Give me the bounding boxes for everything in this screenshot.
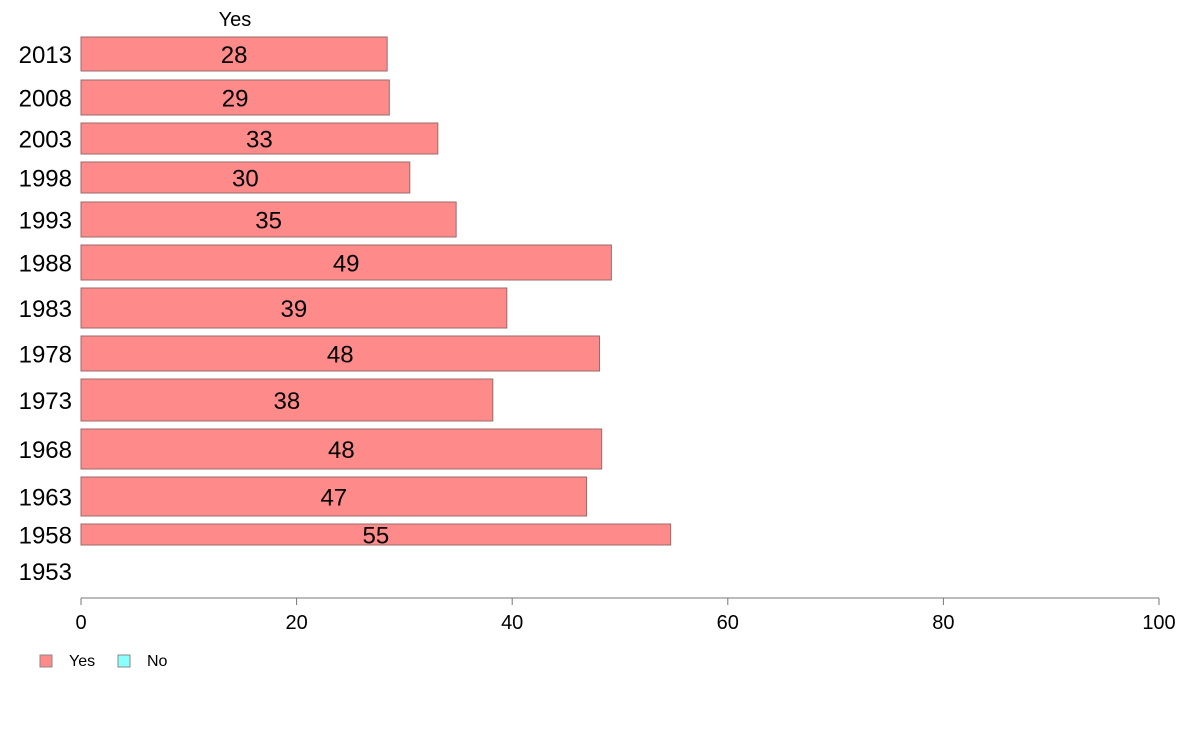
legend-swatch [39, 654, 53, 668]
bar-yes [80, 122, 439, 155]
legend-label: Yes [69, 653, 95, 670]
x-tick-label: 40 [501, 612, 523, 634]
bar-yes [80, 36, 388, 72]
x-tick-label: 100 [1142, 612, 1175, 634]
bar-yes [80, 523, 672, 546]
x-tick-label: 0 [75, 612, 86, 634]
category-label: 1973 [19, 388, 72, 415]
bar-yes [80, 201, 457, 238]
bar-value-label: 33 [246, 127, 273, 154]
category-label: 1958 [19, 523, 72, 550]
bar-yes [80, 378, 494, 422]
bar-value-label: 48 [328, 437, 355, 464]
bar-yes [80, 244, 612, 281]
x-tick-label: 80 [932, 612, 954, 634]
legend-swatch [117, 654, 131, 668]
legend: Yes No [39, 653, 168, 670]
bar-yes [80, 287, 508, 329]
category-label: 2013 [19, 42, 72, 69]
category-label: 1968 [19, 437, 72, 464]
x-axis: 0 20 40 60 80 100 [75, 597, 1176, 634]
bar-value-label: 39 [281, 296, 308, 323]
column-header: Yes [219, 9, 252, 31]
bar-yes [80, 476, 588, 517]
category-labels: 2013 2008 2003 1998 1993 1988 1983 1978 1973 1968… [19, 42, 72, 586]
bar-yes [80, 335, 601, 372]
category-label: 1998 [19, 166, 72, 193]
bar-value-label: 28 [221, 42, 248, 69]
bars-group: 28 29 33 30 35 49 39 48 38 48 47 55 [80, 36, 672, 550]
bar-value-label: 30 [232, 166, 259, 193]
bar-value-label: 29 [222, 86, 249, 113]
category-label: 1988 [19, 251, 72, 278]
bar-value-label: 55 [362, 523, 389, 550]
category-label: 1983 [19, 296, 72, 323]
bar-value-label: 47 [320, 485, 347, 512]
x-tick-label: 60 [717, 612, 739, 634]
category-label: 1978 [19, 342, 72, 369]
bar-value-label: 38 [274, 388, 301, 415]
category-label: 2003 [19, 127, 72, 154]
bar-yes [80, 79, 390, 116]
bar-value-label: 35 [255, 208, 282, 235]
bar-yes [80, 161, 411, 194]
category-label: 1953 [19, 559, 72, 586]
legend-label: No [147, 653, 168, 670]
bar-value-label: 48 [327, 342, 354, 369]
bar-yes [80, 428, 603, 470]
x-tick-label: 20 [285, 612, 307, 634]
category-label: 1963 [19, 485, 72, 512]
category-label: 2008 [19, 86, 72, 113]
bar-value-label: 49 [333, 251, 360, 278]
category-label: 1993 [19, 208, 72, 235]
